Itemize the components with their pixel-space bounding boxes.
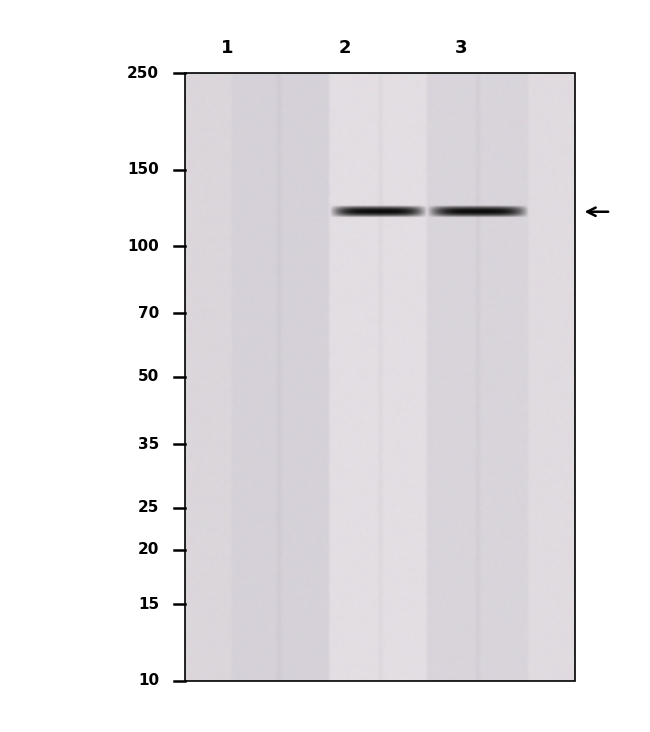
Text: 2: 2 [338, 39, 351, 56]
Text: 50: 50 [138, 370, 159, 384]
Text: 20: 20 [138, 542, 159, 558]
Bar [185, 73, 575, 681]
Text: 1: 1 [221, 39, 234, 56]
Text: 10: 10 [138, 673, 159, 688]
Text: 250: 250 [127, 66, 159, 81]
Text: 35: 35 [138, 437, 159, 452]
Text: 15: 15 [138, 597, 159, 612]
Text: 70: 70 [138, 306, 159, 321]
Text: 100: 100 [127, 239, 159, 254]
Text: 150: 150 [127, 162, 159, 177]
Text: 3: 3 [455, 39, 468, 56]
Text: 25: 25 [138, 500, 159, 515]
